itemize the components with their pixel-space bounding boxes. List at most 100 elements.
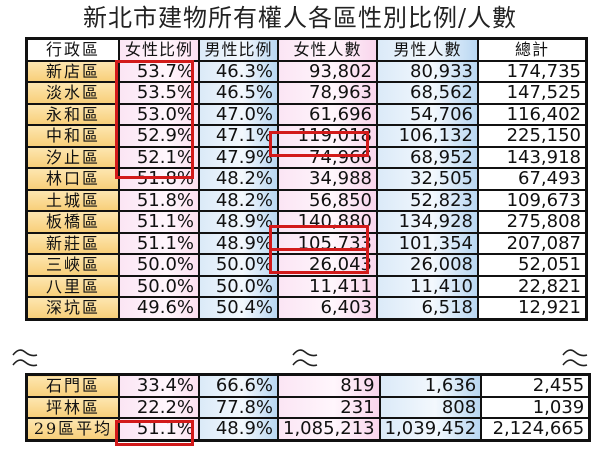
cell-female-ratio: 50.0%: [118, 253, 200, 277]
table-row: 石門區 33.4% 66.6% 819 1,636 2,455: [25, 373, 591, 398]
cell-male-count: 26,008: [376, 253, 479, 277]
header-row: 行政區 女性比例 男性比例 女性人數 男性人數 總計: [25, 37, 588, 62]
table-row: 林口區 51.8% 48.2% 34,988 32,505 67,493: [25, 167, 588, 191]
cell-female-count: 93,802: [277, 59, 378, 83]
cell-total: 143,918: [477, 145, 588, 169]
cell-male-ratio: 47.9%: [198, 145, 279, 169]
cell-female-ratio: 52.1%: [118, 145, 200, 169]
table-row: 永和區 53.0% 47.0% 61,696 54,706 116,402: [25, 102, 588, 126]
cell-female-ratio: 33.4%: [118, 373, 200, 398]
lower-data-table: 石門區 33.4% 66.6% 819 1,636 2,455 坪林區 22.2% 77.8% 2…: [25, 373, 592, 442]
cell-female-ratio: 53.0%: [118, 102, 200, 126]
cell-female-ratio: 51.1%: [118, 231, 200, 255]
cell-male-ratio: 48.9%: [198, 210, 279, 234]
table-row: 汐止區 52.1% 47.9% 74,966 68,952 143,918: [25, 145, 588, 169]
table-row: 深坑區 49.6% 50.4% 6,403 6,518 12,921: [25, 296, 588, 320]
cell-female-count: 1,085,213: [277, 417, 381, 441]
table-row: 三峽區 50.0% 50.0% 26,043 26,008 52,051: [25, 253, 588, 277]
table-row: 新莊區 51.1% 48.9% 105,733 101,354 207,087: [25, 231, 588, 255]
header-female-count: 女性人數: [277, 37, 378, 62]
cell-male-ratio: 50.0%: [198, 274, 279, 298]
table-row: 坪林區 22.2% 77.8% 231 808 1,039: [25, 395, 591, 419]
cell-district: 石門區: [25, 373, 120, 398]
cell-district: 新莊區: [25, 231, 120, 255]
cell-district: 汐止區: [25, 145, 120, 169]
cell-district: 淡水區: [25, 81, 120, 105]
cell-male-count: 68,952: [376, 145, 479, 169]
cell-district: 林口區: [25, 167, 120, 191]
table-row: 中和區 52.9% 47.1% 119,018 106,132 225,150: [25, 124, 588, 148]
cell-total: 1,039: [480, 395, 591, 419]
cell-female-count: 119,018: [277, 124, 378, 148]
table-row: 新店區 53.7% 46.3% 93,802 80,933 174,735: [25, 59, 588, 83]
cell-male-count: 1,636: [378, 373, 483, 398]
page-title: 新北市建物所有權人各區性別比例/人數: [82, 4, 518, 32]
cell-female-count: 140,880: [277, 210, 378, 234]
header-male-count: 男性人數: [376, 37, 479, 62]
cell-female-count: 231: [277, 395, 381, 419]
cell-total: 22,821: [477, 274, 588, 298]
header-district: 行政區: [25, 37, 120, 62]
cell-male-count: 106,132: [376, 124, 479, 148]
cell-female-ratio: 53.5%: [118, 81, 200, 105]
cell-district: 29區平均: [25, 417, 120, 441]
cell-district: 八里區: [25, 274, 120, 298]
table-row: 29區平均 51.1% 48.9% 1,085,213 1,039,452 2,124,6…: [25, 417, 591, 441]
cell-male-ratio: 47.0%: [198, 102, 279, 126]
cell-district: 新店區: [25, 59, 120, 83]
cell-male-ratio: 77.8%: [198, 395, 279, 419]
cell-female-ratio: 51.1%: [118, 210, 200, 234]
wavy-break-icon: [12, 349, 38, 367]
cell-male-count: 80,933: [376, 59, 479, 83]
cell-total: 109,673: [477, 188, 588, 212]
cell-male-count: 134,928: [376, 210, 479, 234]
cell-male-count: 11,410: [376, 274, 479, 298]
cell-district: 深坑區: [25, 296, 120, 320]
cell-total: 52,051: [477, 253, 588, 277]
cell-female-ratio: 51.8%: [118, 167, 200, 191]
wavy-break-icon: [292, 349, 318, 367]
cell-male-ratio: 46.3%: [198, 59, 279, 83]
cell-district: 永和區: [25, 102, 120, 126]
cell-male-ratio: 48.9%: [198, 417, 279, 441]
cell-male-ratio: 48.2%: [198, 167, 279, 191]
cell-total: 116,402: [477, 102, 588, 126]
cell-female-ratio: 53.7%: [118, 59, 200, 83]
cell-female-count: 6,403: [277, 296, 378, 320]
cell-district: 中和區: [25, 124, 120, 148]
cell-female-count: 34,988: [277, 167, 378, 191]
cell-female-count: 26,043: [277, 253, 378, 277]
table-row: 板橋區 51.1% 48.9% 140,880 134,928 275,808: [25, 210, 588, 234]
cell-total: 2,455: [480, 373, 591, 398]
cell-male-ratio: 47.1%: [198, 124, 279, 148]
cell-male-count: 101,354: [376, 231, 479, 255]
cell-district: 三峽區: [25, 253, 120, 277]
cell-male-count: 54,706: [376, 102, 479, 126]
cell-female-ratio: 51.8%: [118, 188, 200, 212]
table-row: 八里區 50.0% 50.0% 11,411 11,410 22,821: [25, 274, 588, 298]
cell-male-count: 32,505: [376, 167, 479, 191]
cell-female-count: 11,411: [277, 274, 378, 298]
cell-total: 147,525: [477, 81, 588, 105]
cell-male-count: 68,562: [376, 81, 479, 105]
wavy-break-icon: [562, 349, 588, 367]
cell-male-ratio: 50.0%: [198, 253, 279, 277]
cell-female-count: 74,966: [277, 145, 378, 169]
cell-male-ratio: 46.5%: [198, 81, 279, 105]
cell-male-ratio: 50.4%: [198, 296, 279, 320]
header-female-ratio: 女性比例: [118, 37, 200, 62]
header-total: 總計: [477, 37, 588, 62]
cell-female-count: 819: [277, 373, 381, 398]
cell-total: 2,124,665: [480, 417, 591, 441]
cell-female-count: 61,696: [277, 102, 378, 126]
cell-male-count: 1,039,452: [378, 417, 483, 441]
cell-female-count: 78,963: [277, 81, 378, 105]
cell-district: 板橋區: [25, 210, 120, 234]
cell-female-ratio: 52.9%: [118, 124, 200, 148]
cell-total: 174,735: [477, 59, 588, 83]
cell-male-ratio: 66.6%: [198, 373, 279, 398]
cell-district: 土城區: [25, 188, 120, 212]
cell-male-count: 6,518: [376, 296, 479, 320]
cell-total: 12,921: [477, 296, 588, 320]
cell-total: 207,087: [477, 231, 588, 255]
